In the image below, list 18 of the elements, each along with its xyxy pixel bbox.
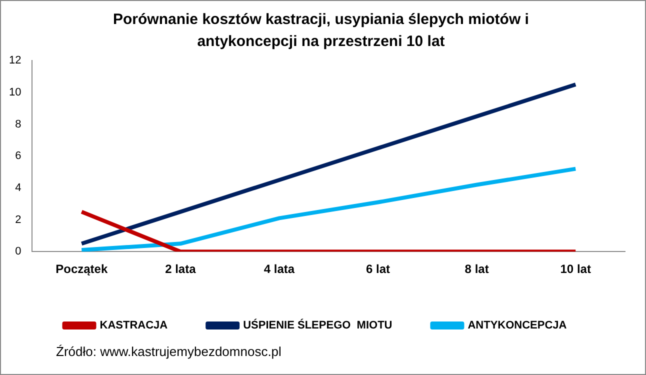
legend-label: UŚPIENIE ŚLEPEGO MIOTU [243, 318, 392, 332]
x-tick-label: 6 lat [366, 262, 390, 276]
x-tick-label: 10 lat [560, 262, 591, 276]
x-tick-label: 8 lat [464, 262, 489, 276]
y-tick-label: 4 [15, 182, 22, 194]
y-tick-label: 2 [15, 214, 22, 226]
x-tick-label: 4 lata [264, 262, 295, 276]
chart-title: Porównanie kosztów kastracji, usypiania ślepych miotów i antykoncepcji na przestrzeni 10 lat [112, 10, 530, 52]
legend-label: ANTYKONCEPCJA [468, 320, 567, 332]
x-tick-label: Początek [56, 262, 108, 276]
legend-label: KASTRACJA [100, 320, 168, 332]
y-tick-label: 8 [15, 118, 22, 130]
y-tick-label: 0 [15, 246, 22, 258]
y-tick-label: 10 [8, 86, 22, 98]
y-tick-label: 12 [8, 54, 22, 67]
y-tick-label: 6 [15, 150, 22, 162]
x-tick-label: 2 lata [165, 262, 196, 276]
text: Źródło: www.kastrujemybezdomnosc.pl [56, 344, 282, 359]
